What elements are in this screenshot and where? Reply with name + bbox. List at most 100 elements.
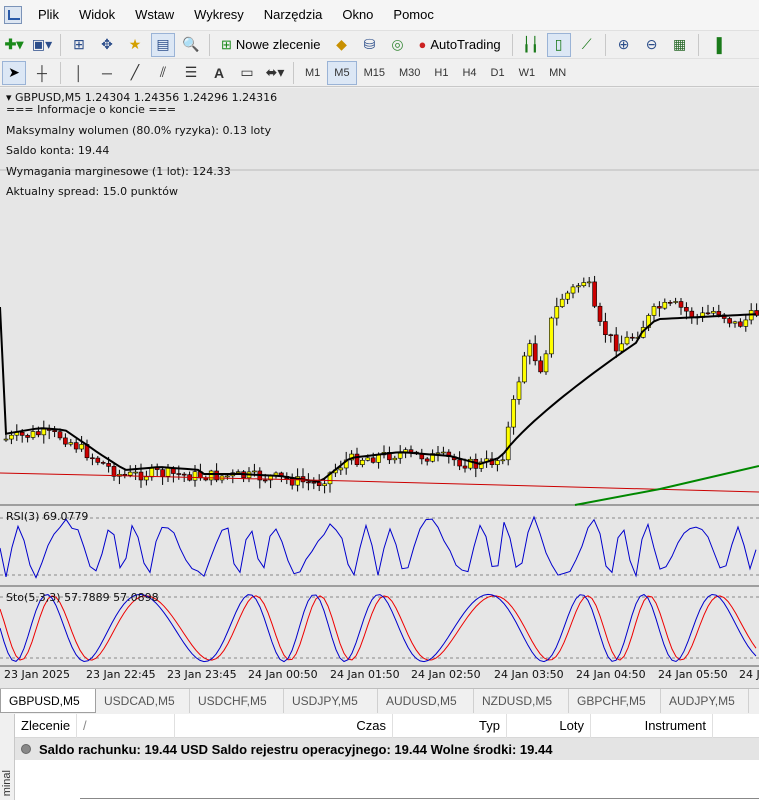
text-label-icon[interactable]: ▭ [240,64,254,80]
text-tool-icon[interactable]: A [213,64,225,81]
timeframe-h4[interactable]: H4 [462,66,477,79]
trendline-icon[interactable]: ╱ [130,64,140,80]
data-window-icon[interactable]: ✥ [101,36,113,52]
menu-item-plik[interactable]: Plik [38,7,59,22]
moving-average-long [574,465,759,506]
candle-body [100,462,106,464]
candle-body [68,442,74,445]
col-time[interactable]: Czas [175,713,393,738]
horizontal-line-icon[interactable]: ─ [102,64,112,81]
timeframe-m1[interactable]: M1 [305,66,321,79]
candle-body [338,467,344,471]
col-instrument[interactable]: Instrument [591,713,713,738]
terminal-side-tab[interactable]: minal [0,714,15,800]
candle-body [354,453,360,465]
channel-icon[interactable]: ⫽ [159,64,167,80]
menu-item-widok[interactable]: Widok [78,7,116,22]
terminal-icon[interactable]: ▤ [151,32,175,57]
timeframe-m30[interactable]: M30 [398,66,421,79]
candle-body [63,437,68,445]
time-axis-label: 24 Jan 00:50 [248,668,318,681]
candle-body [3,438,9,441]
radar-icon[interactable]: ◎ [391,36,404,52]
signals-icon[interactable]: ⛁ [363,36,376,52]
timeframe-m5[interactable]: M5 [327,60,357,85]
candle-body [667,301,673,304]
symbol-tab-gbpusd[interactable]: GBPUSD,M5 [0,689,96,713]
candle-body [144,476,149,481]
symbol-tab-usdjpy[interactable]: USDJPY,M5 [284,689,378,713]
candlestick-icon[interactable]: ▯ [546,32,571,57]
symbol-tab-usdcad[interactable]: USDCAD,M5 [96,689,190,713]
new-chart-button[interactable]: ✚▾ [4,36,24,52]
bar-chart-icon[interactable]: ╽╽ [522,36,540,52]
menu-item-wykresy[interactable]: Wykresy [194,7,244,22]
candle-body [527,343,533,357]
zoom-in-icon[interactable]: ⊕ [617,36,630,52]
symbol-tab-audusd[interactable]: AUDUSD,M5 [378,689,474,713]
chart-shift-icon[interactable]: ▐ [711,36,722,53]
menu-item-wstaw[interactable]: Wstaw [135,7,175,22]
info-title: === Informacje o koncie === [6,103,177,116]
candle-body [79,444,84,450]
zoom-out-icon[interactable]: ⊖ [645,36,658,52]
chart-window[interactable]: ▾ GBPUSD,M5 1.24304 1.24356 1.24296 1.24… [0,88,759,688]
timeframe-w1[interactable]: W1 [518,66,536,79]
symbol-tab-usdchf[interactable]: USDCHF,M5 [190,689,284,713]
candle-body [9,434,14,440]
timeframe-mn[interactable]: MN [549,66,567,79]
candle-body [613,334,619,352]
vertical-line-icon[interactable]: │ [74,64,84,81]
candle-body [462,465,468,469]
col-lots[interactable]: Loty [507,713,591,738]
timeframe-m15[interactable]: M15 [363,66,385,79]
candle-body [36,431,41,436]
symbol-tab-gbpchf[interactable]: GBPCHF,M5 [569,689,661,713]
candle-body [52,430,57,432]
timeframe-h1[interactable]: H1 [434,66,449,79]
metaeditor-icon[interactable]: ◆ [336,36,347,52]
cursor-icon[interactable]: ➤ [2,60,26,85]
menu-item-okno[interactable]: Okno [342,7,374,22]
menu-item-narzędzia[interactable]: Narzędzia [263,7,323,22]
crosshair-icon[interactable]: ┼ [37,64,47,81]
balance-summary-row[interactable]: Saldo rachunku: 19.44 USD Saldo rejestru… [15,738,759,760]
navigator-icon[interactable]: ★ [128,36,142,52]
terminal-panel: minal Zlecenie / Czas Typ Loty Instrumen… [0,713,759,800]
candle-body [90,457,95,460]
col-type[interactable]: Typ [393,713,507,738]
time-axis-label: 24 Jan 01:50 [330,668,400,681]
line-chart-icon[interactable]: ⟋ [581,36,592,52]
candle-body [360,459,365,465]
collapse-icon[interactable]: ▾ [6,91,16,104]
candle-body [376,454,381,463]
tester-icon[interactable]: 🔍 [182,36,200,52]
tile-windows-icon[interactable]: ▦ [673,36,687,52]
menu-bar: Plik Widok Wstaw Wykresy Narzędzia Okno Pomoc [0,0,759,30]
new-order-button[interactable]: ⊞ Nowe zlecenie [221,36,321,53]
candle-body [225,475,230,478]
timeframe-d1[interactable]: D1 [490,66,505,79]
candle-body [214,470,219,481]
market-watch-icon[interactable]: ⊞ [73,36,85,52]
fibonacci-icon[interactable]: ☰ [184,64,198,80]
col-order[interactable]: Zlecenie [15,713,77,738]
candle-body [559,298,565,307]
candle-body [311,481,317,484]
menu-item-pomoc[interactable]: Pomoc [393,7,434,22]
symbol-tab-audjpy[interactable]: AUDJPY,M5 [661,689,749,713]
candle-body [608,334,614,337]
candle-body [516,381,522,400]
col-sort[interactable]: / [77,713,175,738]
profiles-button[interactable]: ▣▾ [31,36,53,52]
time-axis-label: 24 Jan 02:50 [411,668,481,681]
candle-body [581,282,587,287]
candle-body [727,318,732,324]
arrows-icon[interactable]: ⬌▾ [265,64,285,80]
candle-body [624,336,630,345]
price-chart[interactable] [0,88,759,688]
autotrading-button[interactable]: ● AutoTrading [418,37,501,52]
candle-body [430,453,435,462]
symbol-tab-nzdusd[interactable]: NZDUSD,M5 [474,689,569,713]
candle-body [705,312,711,315]
